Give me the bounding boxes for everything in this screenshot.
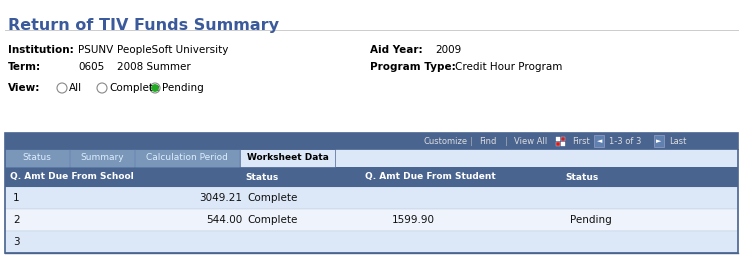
Text: Status: Status bbox=[245, 173, 278, 182]
Circle shape bbox=[97, 83, 107, 93]
Text: 1599.90: 1599.90 bbox=[392, 215, 435, 225]
Text: Q. Amt Due From Student: Q. Amt Due From Student bbox=[365, 173, 496, 182]
Text: PeopleSoft University: PeopleSoft University bbox=[117, 45, 228, 55]
Text: 2: 2 bbox=[13, 215, 19, 225]
Text: View All: View All bbox=[514, 136, 548, 145]
Bar bbox=[561, 142, 565, 146]
Text: Aid Year:: Aid Year: bbox=[370, 45, 423, 55]
Text: Pending: Pending bbox=[162, 83, 204, 93]
Text: Status: Status bbox=[565, 173, 598, 182]
Text: Status: Status bbox=[22, 154, 51, 163]
Bar bbox=[654, 135, 663, 147]
Text: Program Type:: Program Type: bbox=[370, 62, 455, 72]
Text: Summary: Summary bbox=[80, 154, 124, 163]
Text: Last: Last bbox=[669, 136, 686, 145]
Bar bbox=[5, 149, 69, 167]
Bar bbox=[5, 133, 738, 253]
Text: |: | bbox=[505, 136, 508, 145]
Circle shape bbox=[150, 83, 160, 93]
Text: View:: View: bbox=[8, 83, 40, 93]
Bar bbox=[240, 149, 335, 167]
Text: Calculation Period: Calculation Period bbox=[146, 154, 228, 163]
Text: Credit Hour Program: Credit Hour Program bbox=[455, 62, 562, 72]
Text: Return of TIV Funds Summary: Return of TIV Funds Summary bbox=[8, 18, 279, 33]
Text: 3: 3 bbox=[13, 237, 19, 247]
Bar bbox=[135, 149, 239, 167]
Text: PSUNV: PSUNV bbox=[78, 45, 113, 55]
Text: ►: ► bbox=[656, 138, 661, 144]
Text: ◄: ◄ bbox=[597, 138, 602, 144]
Text: 1: 1 bbox=[13, 193, 19, 203]
Bar bbox=[70, 149, 134, 167]
Text: Pending: Pending bbox=[570, 215, 611, 225]
Text: Q. Amt Due From School: Q. Amt Due From School bbox=[10, 173, 134, 182]
Text: 2009: 2009 bbox=[435, 45, 461, 55]
Text: 0605: 0605 bbox=[78, 62, 104, 72]
Text: Complete: Complete bbox=[247, 193, 297, 203]
Text: 3049.21: 3049.21 bbox=[199, 193, 242, 203]
Bar bbox=[5, 231, 738, 253]
Bar bbox=[5, 133, 738, 149]
Text: 1-3 of 3: 1-3 of 3 bbox=[609, 136, 642, 145]
Bar bbox=[594, 135, 604, 147]
Text: All: All bbox=[69, 83, 82, 93]
Bar bbox=[5, 187, 738, 209]
Text: Institution:: Institution: bbox=[8, 45, 74, 55]
Bar bbox=[5, 149, 738, 167]
Text: Find: Find bbox=[479, 136, 496, 145]
Circle shape bbox=[152, 85, 158, 91]
Text: 544.00: 544.00 bbox=[206, 215, 242, 225]
Text: Complete: Complete bbox=[247, 215, 297, 225]
Text: Term:: Term: bbox=[8, 62, 41, 72]
Bar bbox=[556, 136, 560, 141]
Bar bbox=[561, 136, 565, 141]
Text: Worksheet Data: Worksheet Data bbox=[247, 154, 328, 163]
Bar bbox=[5, 167, 738, 187]
Circle shape bbox=[57, 83, 67, 93]
Bar bbox=[556, 142, 560, 146]
Text: Complete: Complete bbox=[109, 83, 160, 93]
Text: First: First bbox=[572, 136, 590, 145]
Text: Customize: Customize bbox=[424, 136, 467, 145]
Bar bbox=[5, 209, 738, 231]
Text: |: | bbox=[470, 136, 473, 145]
Text: 2008 Summer: 2008 Summer bbox=[117, 62, 191, 72]
